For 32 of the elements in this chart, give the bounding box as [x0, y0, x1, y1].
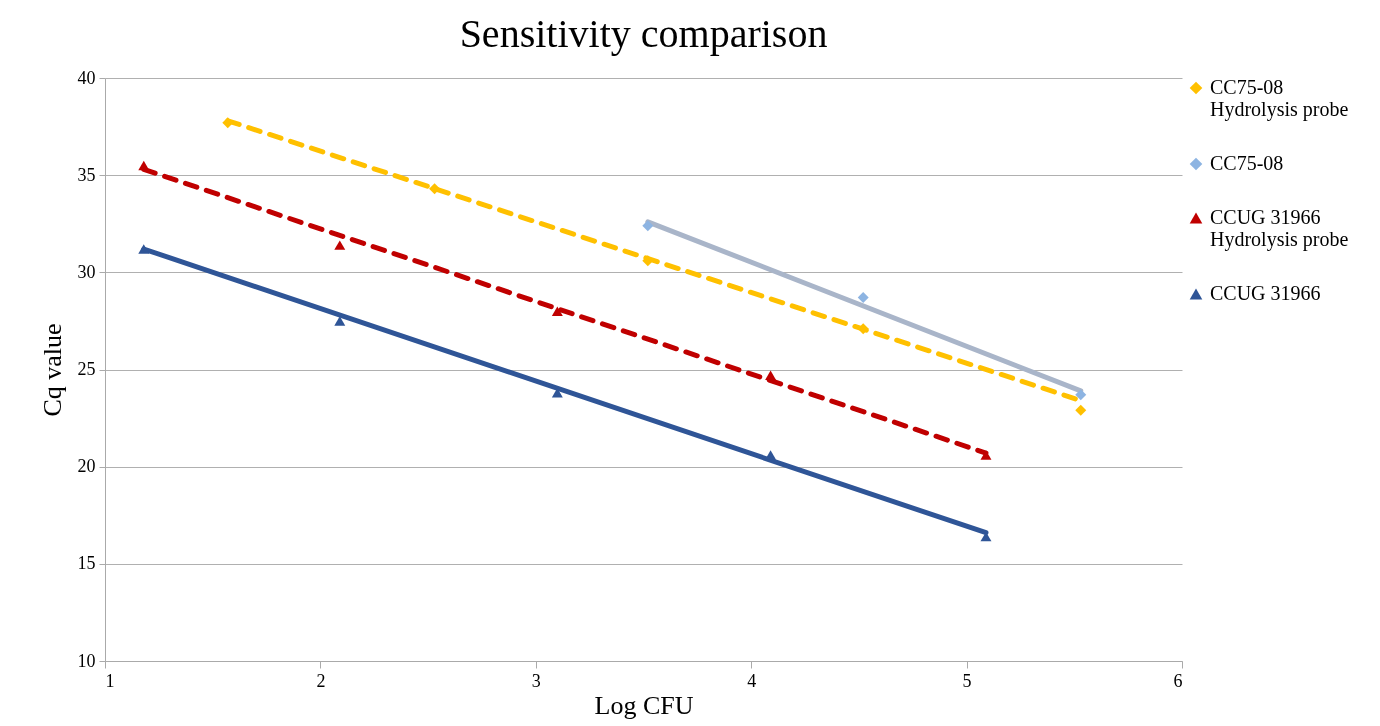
legend-label: CC75-08: [1210, 152, 1284, 174]
x-tick-label: 2: [316, 670, 326, 691]
x-tick-label: 3: [531, 670, 541, 691]
point: [642, 220, 654, 232]
point: [138, 160, 150, 171]
legend-label: CC75-08 Hydrolysis probe: [1210, 76, 1349, 121]
y-tick-label: 40: [77, 67, 96, 88]
x-tick-label: 1: [105, 670, 115, 691]
point: [334, 316, 346, 326]
point: [334, 240, 346, 250]
chart-title: Sensitivity comparison: [459, 11, 828, 56]
point: [980, 450, 992, 460]
point: [551, 306, 563, 316]
y-tick-label: 35: [77, 164, 96, 185]
x-tick-label: 5: [962, 670, 972, 691]
point: [1075, 389, 1087, 401]
y-tick-label: 25: [77, 359, 96, 379]
y-tick-label: 20: [77, 456, 96, 477]
y-tick-label: 30: [77, 261, 96, 282]
legend-label: CCUG 31966: [1210, 282, 1321, 304]
x-tick-label: 4: [747, 670, 757, 691]
y-tick-label: 15: [77, 553, 96, 574]
point: [857, 292, 869, 304]
point: [429, 183, 441, 195]
y-tick-label: 10: [77, 650, 96, 671]
point: [765, 370, 777, 381]
x-tick-label: 6: [1173, 670, 1183, 691]
x-axis-title: Log CFU: [594, 690, 694, 720]
legend-label: CCUG 31966 Hydrolysis probe: [1210, 206, 1349, 251]
point: [1075, 404, 1087, 416]
point: [138, 244, 150, 254]
y-axis-title: Cq value: [37, 323, 67, 417]
